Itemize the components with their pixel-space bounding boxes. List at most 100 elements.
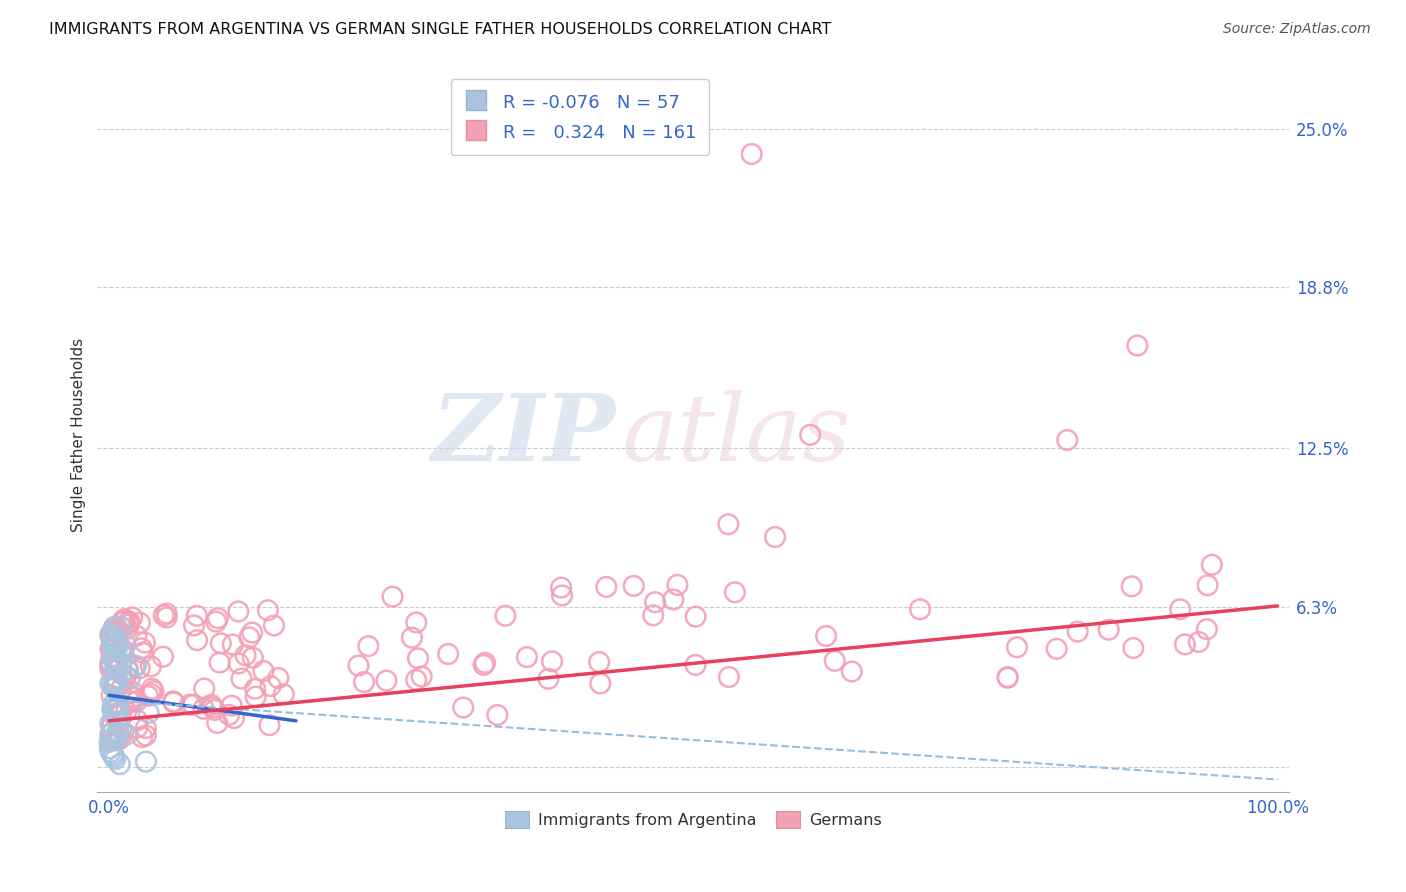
Point <box>1174 637 1197 651</box>
Point <box>181 698 204 712</box>
Point <box>103 708 125 723</box>
Point <box>204 703 226 717</box>
Point <box>103 733 125 747</box>
Point <box>100 733 122 747</box>
Point <box>207 611 229 625</box>
Point <box>103 641 125 656</box>
Point <box>98 657 121 671</box>
Point <box>105 637 128 651</box>
Point <box>100 745 122 759</box>
Point <box>799 428 821 442</box>
Point <box>101 747 124 761</box>
Point <box>101 701 124 715</box>
Point <box>101 627 124 641</box>
Point <box>100 649 122 664</box>
Point <box>259 679 281 693</box>
Point <box>103 634 125 648</box>
Point <box>107 701 129 715</box>
Point <box>110 642 132 657</box>
Point <box>107 727 129 741</box>
Point <box>117 622 139 636</box>
Point <box>152 608 174 623</box>
Point <box>107 639 129 653</box>
Point <box>207 716 229 731</box>
Point <box>98 716 121 731</box>
Point <box>103 673 125 688</box>
Point <box>717 517 740 532</box>
Point <box>98 741 121 756</box>
Point <box>135 728 157 742</box>
Point <box>741 147 763 161</box>
Point <box>623 579 645 593</box>
Point <box>110 667 132 681</box>
Point <box>110 658 132 673</box>
Point <box>134 635 156 649</box>
Point <box>551 589 574 603</box>
Point <box>117 662 139 676</box>
Point <box>103 698 125 712</box>
Point <box>1168 602 1191 616</box>
Text: atlas: atlas <box>621 390 851 480</box>
Point <box>516 650 538 665</box>
Text: Source: ZipAtlas.com: Source: ZipAtlas.com <box>1223 22 1371 37</box>
Point <box>406 651 429 665</box>
Point <box>242 650 264 665</box>
Point <box>118 671 141 685</box>
Point <box>908 602 931 616</box>
Point <box>127 714 149 728</box>
Point <box>105 676 128 690</box>
Point <box>155 610 177 624</box>
Point <box>108 731 131 746</box>
Point <box>238 631 260 645</box>
Point <box>101 725 124 739</box>
Point <box>105 625 128 640</box>
Point <box>200 698 222 712</box>
Point <box>643 608 665 623</box>
Point <box>101 718 124 732</box>
Point <box>103 681 125 696</box>
Point <box>222 711 245 725</box>
Text: ZIP: ZIP <box>432 390 616 480</box>
Point <box>245 690 267 704</box>
Point <box>1188 635 1211 649</box>
Point <box>124 659 146 673</box>
Point <box>142 684 165 698</box>
Point <box>186 633 208 648</box>
Point <box>381 590 404 604</box>
Point <box>179 698 201 712</box>
Point <box>115 727 138 741</box>
Point <box>411 669 433 683</box>
Point <box>221 698 243 713</box>
Point <box>263 618 285 632</box>
Point <box>104 624 127 639</box>
Point <box>108 728 131 742</box>
Point <box>259 718 281 732</box>
Point <box>105 671 128 685</box>
Point <box>98 727 121 741</box>
Point <box>100 632 122 647</box>
Point <box>141 681 163 696</box>
Point <box>100 629 122 643</box>
Point <box>117 664 139 678</box>
Point <box>1195 622 1218 636</box>
Point <box>273 687 295 701</box>
Point <box>824 654 846 668</box>
Point <box>107 622 129 636</box>
Point <box>100 642 122 657</box>
Point <box>110 705 132 719</box>
Point <box>125 658 148 673</box>
Point <box>1066 624 1088 639</box>
Point <box>112 612 135 626</box>
Point <box>101 703 124 717</box>
Point <box>105 679 128 693</box>
Point <box>724 585 747 599</box>
Point <box>186 608 208 623</box>
Point <box>135 721 157 735</box>
Point <box>486 708 509 723</box>
Point <box>122 690 145 705</box>
Point <box>156 607 179 621</box>
Point <box>353 675 375 690</box>
Point <box>107 706 129 721</box>
Point <box>110 647 132 661</box>
Point <box>103 696 125 710</box>
